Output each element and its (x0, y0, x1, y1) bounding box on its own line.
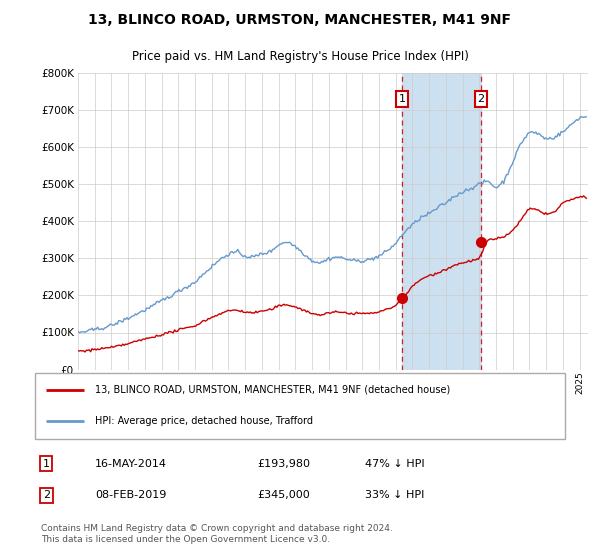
Text: HPI: Average price, detached house, Trafford: HPI: Average price, detached house, Traf… (95, 416, 313, 426)
Text: £345,000: £345,000 (257, 491, 310, 500)
Text: 33% ↓ HPI: 33% ↓ HPI (365, 491, 424, 500)
Text: 16-MAY-2014: 16-MAY-2014 (95, 459, 167, 469)
Text: 2: 2 (43, 491, 50, 500)
Text: 1: 1 (43, 459, 50, 469)
Text: Price paid vs. HM Land Registry's House Price Index (HPI): Price paid vs. HM Land Registry's House … (131, 50, 469, 63)
Text: 1: 1 (398, 94, 406, 104)
Text: 47% ↓ HPI: 47% ↓ HPI (365, 459, 424, 469)
Bar (402, 73, 481, 370)
FancyBboxPatch shape (35, 374, 565, 439)
Text: 13, BLINCO ROAD, URMSTON, MANCHESTER, M41 9NF (detached house): 13, BLINCO ROAD, URMSTON, MANCHESTER, M4… (95, 385, 450, 395)
Text: 2: 2 (478, 94, 485, 104)
Text: Contains HM Land Registry data © Crown copyright and database right 2024.
This d: Contains HM Land Registry data © Crown c… (41, 524, 392, 544)
Text: 08-FEB-2019: 08-FEB-2019 (95, 491, 166, 500)
Text: £193,980: £193,980 (257, 459, 310, 469)
Text: 13, BLINCO ROAD, URMSTON, MANCHESTER, M41 9NF: 13, BLINCO ROAD, URMSTON, MANCHESTER, M4… (89, 13, 511, 27)
